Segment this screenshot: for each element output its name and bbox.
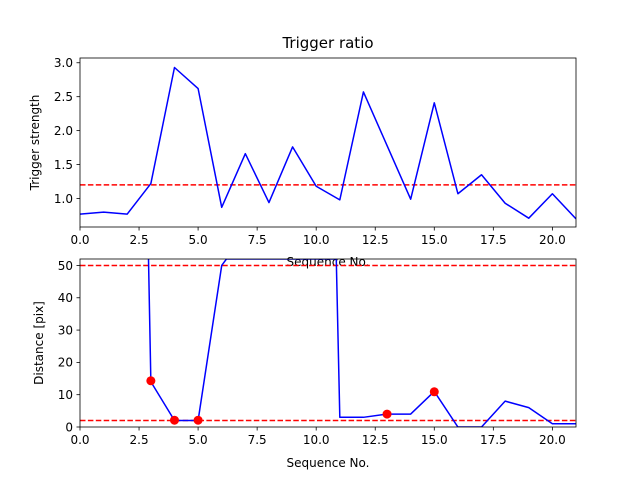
x-tick-label: 17.5 — [480, 233, 507, 247]
x-tick-label: 15.0 — [421, 233, 448, 247]
ticks: 0.0 2.5 5.0 7.5 10.0 12.5 15.0 17.5 20.0 1.0 1.5 2.… — [54, 56, 566, 247]
x-tick-label: 2.5 — [130, 433, 149, 447]
y-tick-label: 2.0 — [54, 124, 73, 138]
x-tick-label: 10.0 — [303, 433, 330, 447]
x-tick-label: 7.5 — [248, 233, 267, 247]
y-axis-label: Distance [pix] — [32, 301, 46, 385]
x-tick-label: 20.0 — [539, 433, 566, 447]
data-point-marker — [193, 415, 203, 425]
chart-title: Trigger ratio — [281, 34, 373, 52]
x-tick-label: 15.0 — [421, 433, 448, 447]
x-tick-label: 5.0 — [189, 233, 208, 247]
plot-area — [80, 66, 576, 220]
x-axis-label: Sequence No. — [287, 255, 370, 269]
series-line — [147, 259, 576, 427]
y-tick-label: 3.0 — [54, 56, 73, 70]
y-axis-label: Trigger strength — [28, 95, 42, 192]
axes-frame — [79, 57, 577, 228]
y-tick-label: 1.5 — [54, 158, 73, 172]
x-tick-label: 7.5 — [248, 433, 267, 447]
chart-trigger-ratio: Trigger ratio Trigger strength Sequence … — [28, 34, 577, 269]
x-tick-label: 17.5 — [480, 433, 507, 447]
y-tick-label: 0 — [65, 420, 73, 434]
x-tick-label: 2.5 — [130, 233, 149, 247]
data-point-marker — [146, 376, 156, 386]
data-point-marker — [382, 409, 392, 419]
x-tick-label: 12.5 — [362, 433, 389, 447]
x-axis-label: Sequence No. — [287, 456, 370, 470]
y-tick-label: 1.0 — [54, 192, 73, 206]
x-tick-label: 0.0 — [70, 433, 89, 447]
series-line — [80, 66, 576, 220]
y-tick-label: 40 — [58, 291, 73, 305]
data-point-marker — [429, 387, 439, 397]
data-point-marker — [169, 415, 179, 425]
x-tick-label: 12.5 — [362, 233, 389, 247]
ticks: 0.0 2.5 5.0 7.5 10.0 12.5 15.0 17.5 20.0 0 10 20 30 4… — [58, 259, 566, 447]
x-tick-label: 10.0 — [303, 233, 330, 247]
x-tick-label: 20.0 — [539, 233, 566, 247]
x-tick-label: 5.0 — [189, 433, 208, 447]
axes-frame — [79, 258, 577, 428]
y-tick-label: 10 — [58, 388, 73, 402]
y-tick-label: 50 — [58, 259, 73, 273]
x-tick-label: 0.0 — [70, 233, 89, 247]
y-tick-label: 30 — [58, 323, 73, 337]
plot-area — [80, 259, 576, 427]
y-tick-label: 20 — [58, 356, 73, 370]
y-tick-label: 2.5 — [54, 90, 73, 104]
chart-distance: Distance [pix] Sequence No. 0.0 2.5 5.0 7.5… — [32, 258, 577, 470]
